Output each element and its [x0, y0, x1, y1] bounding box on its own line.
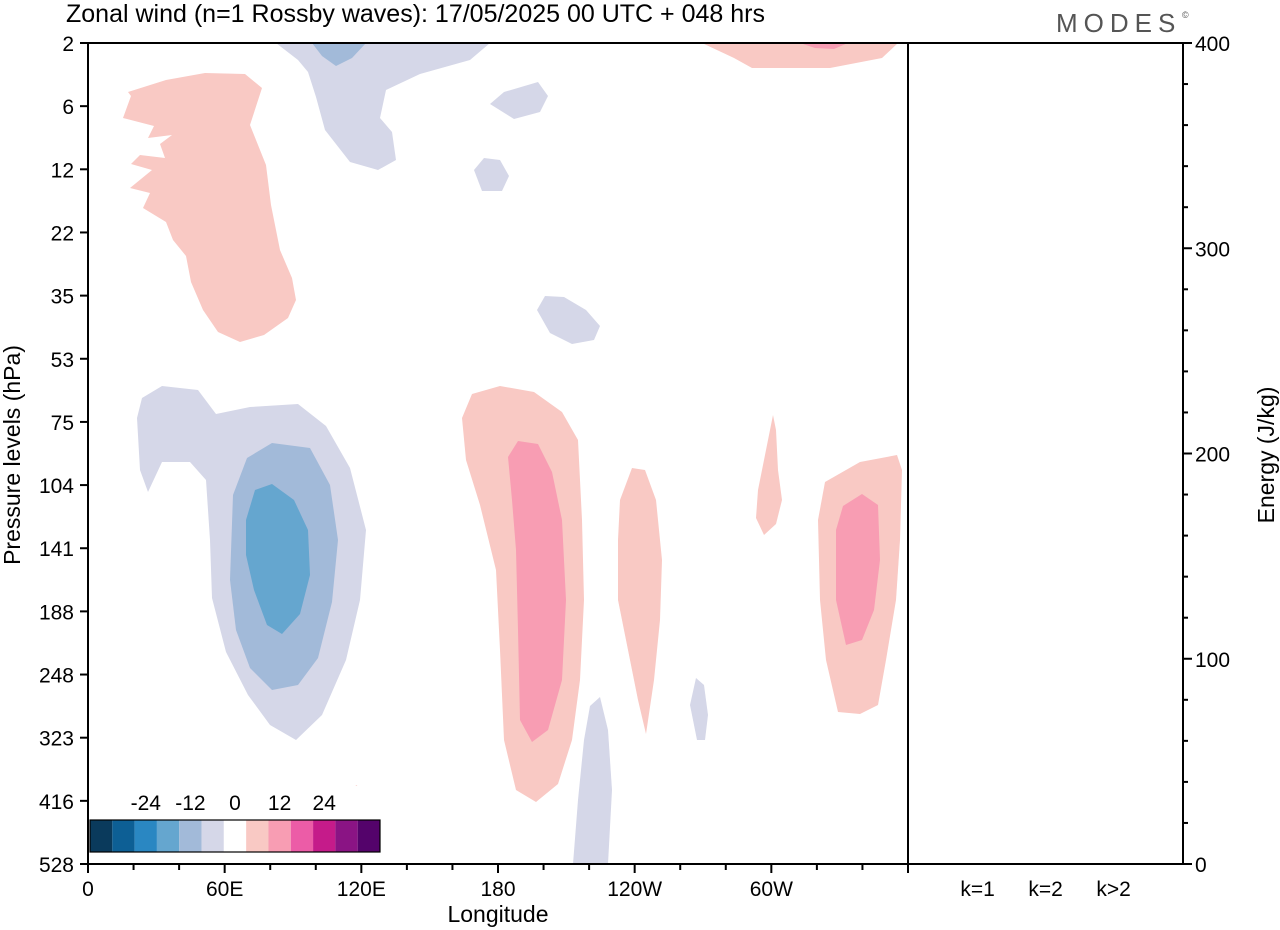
contour-positive-narrow — [756, 415, 782, 535]
colorbar-cell — [134, 820, 157, 852]
y-tick-label: 22 — [51, 222, 74, 245]
y-tick-label: 53 — [51, 349, 74, 372]
x-tick-label: 0 — [82, 878, 94, 901]
contour-negative-narrow-1 — [690, 678, 708, 740]
colorbar-legend: -24 -12 0 12 24 — [88, 786, 382, 864]
energy-tick-label: 300 — [1195, 238, 1230, 261]
energy-bar — [1023, 863, 1068, 865]
x-tick-label: 60W — [750, 878, 793, 901]
colorbar-cell — [156, 820, 180, 852]
colorbar-cell — [290, 820, 314, 852]
colorbar-cell — [90, 820, 113, 852]
colorbar-cell — [357, 820, 380, 852]
x-tick-label: 120W — [607, 878, 662, 901]
energy-bars: k=1 k=2 k>2 — [955, 863, 1136, 901]
colorbar-cell — [313, 820, 336, 852]
energy-bar — [1091, 863, 1136, 865]
energy-category-label: k=1 — [960, 878, 994, 901]
energy-tick-label: 400 — [1195, 33, 1230, 56]
energy-panel-frame — [907, 42, 1184, 865]
colorbar-cell — [268, 820, 291, 852]
contour-positive-top-right-inner — [800, 43, 848, 49]
y-tick-label: 416 — [39, 791, 74, 814]
y-tick-label: 528 — [39, 854, 74, 877]
chart-title: Zonal wind (n=1 Rossby waves): 17/05/202… — [66, 0, 765, 28]
contour-negative-top — [276, 43, 490, 170]
y-tick-label: 104 — [39, 475, 74, 498]
modes-logo-mark: © — [1182, 10, 1189, 20]
contour-positive-dateline-inner — [508, 441, 566, 742]
contour-negative-blob-2 — [474, 158, 509, 191]
x-axis: 0 60E 120E 180 120W 60W — [82, 864, 909, 901]
contour-positive-east-inner — [836, 494, 880, 645]
colorbar-cell — [223, 820, 247, 852]
contour-negative-bottom — [573, 697, 612, 864]
y-tick-label: 75 — [51, 412, 74, 435]
colorbar-border — [89, 819, 381, 853]
y-tick-label: 6 — [62, 96, 74, 119]
contour-negative-blob-1 — [490, 82, 548, 119]
energy-tick-label: 200 — [1195, 444, 1230, 467]
contour-negative-top-inner — [312, 43, 366, 66]
energy-category-label: k=2 — [1028, 878, 1062, 901]
colorbar-cell — [201, 820, 224, 852]
y-tick-label: 188 — [39, 601, 74, 624]
colorbar-cell — [179, 820, 202, 852]
colorbar-cell — [112, 820, 135, 852]
contour-field — [123, 43, 902, 864]
x-tick-label: 120E — [337, 878, 386, 901]
x-tick-label: 60E — [206, 878, 243, 901]
contour-positive-top-right — [702, 43, 898, 68]
colorbar-label: -12 — [175, 792, 205, 815]
y-axis-label: Pressure levels (hPa) — [0, 345, 25, 565]
contour-positive-120w — [618, 468, 662, 734]
x-tick-label: 180 — [480, 878, 515, 901]
colorbar-cell — [335, 820, 358, 852]
energy-tick-label: 100 — [1195, 649, 1230, 672]
energy-axis-label: Energy (J/kg) — [1253, 387, 1279, 524]
contour-negative-blob-3 — [537, 296, 600, 344]
modes-logo: MODES — [1056, 8, 1181, 38]
colorbar-label: -24 — [131, 792, 162, 815]
energy-tick-label: 0 — [1195, 854, 1207, 877]
colorbar-cells — [89, 819, 381, 853]
y-tick-label: 35 — [51, 286, 74, 309]
energy-category-label: k>2 — [1096, 878, 1130, 901]
colorbar-cell — [246, 820, 269, 852]
contour-negative-west-inner — [246, 484, 310, 634]
y-tick-label: 141 — [39, 538, 74, 561]
y-axis-right: 0 100 200 300 400 — [1183, 33, 1230, 877]
y-tick-label: 323 — [39, 728, 74, 751]
x-axis-label: Longitude — [447, 901, 548, 927]
colorbar-label: 12 — [268, 792, 291, 815]
colorbar-label: 0 — [229, 792, 241, 815]
colorbar-label: 24 — [313, 792, 337, 815]
energy-bar — [955, 863, 1000, 865]
contour-positive-upper-left — [123, 73, 296, 342]
y-tick-label: 12 — [51, 159, 74, 182]
y-tick-label: 248 — [39, 665, 74, 688]
y-axis-left: 2 6 12 22 35 53 75 104 141 188 248 323 416 528 — [39, 33, 88, 877]
colorbar-labels: -24 -12 0 12 24 — [131, 792, 337, 815]
y-tick-label: 2 — [62, 33, 74, 56]
